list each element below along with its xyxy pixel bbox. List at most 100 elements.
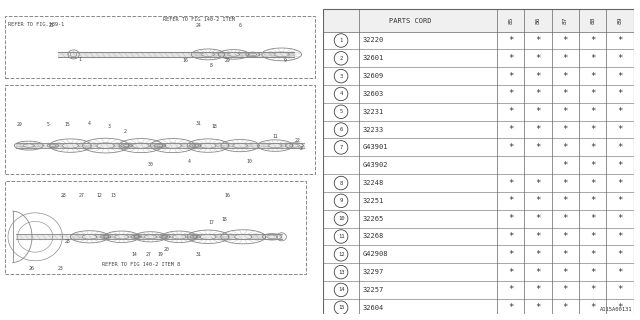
Text: *: * <box>563 268 568 276</box>
Text: 32257: 32257 <box>363 287 384 293</box>
Text: 11: 11 <box>273 134 278 139</box>
Text: *: * <box>617 125 623 134</box>
Text: *: * <box>563 196 568 205</box>
Text: *: * <box>508 143 513 152</box>
Text: *: * <box>535 143 541 152</box>
Text: *: * <box>617 285 623 294</box>
Text: *: * <box>508 285 513 294</box>
Text: 18: 18 <box>212 124 217 129</box>
Text: *: * <box>617 268 623 276</box>
Text: 24: 24 <box>196 23 201 28</box>
Text: *: * <box>590 232 595 241</box>
Text: *: * <box>563 179 568 188</box>
Text: 18: 18 <box>221 217 227 222</box>
Text: 22: 22 <box>295 138 300 143</box>
Text: 87: 87 <box>563 17 568 24</box>
Text: 16: 16 <box>183 58 188 63</box>
Text: 28: 28 <box>61 193 67 198</box>
Text: *: * <box>563 232 568 241</box>
Text: 31: 31 <box>196 121 201 126</box>
Text: *: * <box>563 214 568 223</box>
Text: 17: 17 <box>209 220 214 225</box>
Text: *: * <box>617 72 623 81</box>
Text: *: * <box>563 303 568 312</box>
Text: 4: 4 <box>88 121 91 126</box>
Text: *: * <box>590 196 595 205</box>
Text: 32233: 32233 <box>363 127 384 132</box>
Text: *: * <box>617 90 623 99</box>
Text: 13: 13 <box>111 193 116 198</box>
Text: 5: 5 <box>339 109 342 114</box>
Text: *: * <box>508 125 513 134</box>
Text: *: * <box>617 214 623 223</box>
Text: REFER TO FIG 140-2 ITEM 8: REFER TO FIG 140-2 ITEM 8 <box>102 262 180 267</box>
Text: *: * <box>535 90 541 99</box>
Text: *: * <box>617 143 623 152</box>
Text: *: * <box>535 232 541 241</box>
Text: 10: 10 <box>247 159 252 164</box>
Text: 28: 28 <box>65 239 70 244</box>
Text: 1: 1 <box>79 57 81 62</box>
Text: 9: 9 <box>339 198 342 203</box>
Text: *: * <box>590 285 595 294</box>
Text: *: * <box>508 179 513 188</box>
Text: *: * <box>535 268 541 276</box>
Text: 14: 14 <box>132 252 137 257</box>
Text: *: * <box>535 285 541 294</box>
Text: 32248: 32248 <box>363 180 384 186</box>
Text: 32231: 32231 <box>363 109 384 115</box>
Text: 86: 86 <box>536 17 541 24</box>
Text: G43901: G43901 <box>363 144 388 150</box>
Text: REFER TO FIG.189-1: REFER TO FIG.189-1 <box>8 22 64 27</box>
Text: *: * <box>508 268 513 276</box>
Text: 13: 13 <box>338 270 344 275</box>
Text: 31: 31 <box>196 252 201 257</box>
Text: *: * <box>590 36 595 45</box>
Text: *: * <box>535 125 541 134</box>
Text: *: * <box>617 161 623 170</box>
Text: *: * <box>617 232 623 241</box>
Text: *: * <box>535 196 541 205</box>
Text: *: * <box>535 214 541 223</box>
Text: 32268: 32268 <box>363 234 384 239</box>
Text: 89: 89 <box>618 17 623 24</box>
Text: *: * <box>535 179 541 188</box>
Text: 15: 15 <box>65 122 70 127</box>
Text: *: * <box>563 125 568 134</box>
Text: 20: 20 <box>164 247 169 252</box>
Text: 19: 19 <box>157 252 163 257</box>
Text: *: * <box>590 72 595 81</box>
Text: 15: 15 <box>338 305 344 310</box>
Text: 32604: 32604 <box>363 305 384 311</box>
Text: *: * <box>535 303 541 312</box>
Text: 7: 7 <box>339 145 342 150</box>
Text: *: * <box>590 90 595 99</box>
Text: 32603: 32603 <box>363 91 384 97</box>
Text: *: * <box>563 250 568 259</box>
Text: 32251: 32251 <box>363 198 384 204</box>
Text: 27: 27 <box>146 252 152 257</box>
Text: *: * <box>590 214 595 223</box>
Text: *: * <box>590 303 595 312</box>
Text: *: * <box>590 143 595 152</box>
Text: *: * <box>617 179 623 188</box>
Text: 5: 5 <box>47 122 49 127</box>
Text: 3: 3 <box>339 74 342 79</box>
Text: 12: 12 <box>338 252 344 257</box>
Text: 11: 11 <box>338 234 344 239</box>
Text: 26: 26 <box>29 266 35 271</box>
Text: 29: 29 <box>225 58 230 63</box>
Text: *: * <box>590 179 595 188</box>
Text: A115A00131: A115A00131 <box>600 307 632 312</box>
Text: *: * <box>617 36 623 45</box>
Text: *: * <box>508 107 513 116</box>
Text: 1: 1 <box>339 38 342 43</box>
Text: *: * <box>590 161 595 170</box>
Text: G42908: G42908 <box>363 251 388 257</box>
Text: *: * <box>535 72 541 81</box>
Text: 32297: 32297 <box>363 269 384 275</box>
Text: 10: 10 <box>338 216 344 221</box>
Text: 30: 30 <box>148 163 153 167</box>
Text: *: * <box>508 90 513 99</box>
Text: 16: 16 <box>225 193 230 198</box>
